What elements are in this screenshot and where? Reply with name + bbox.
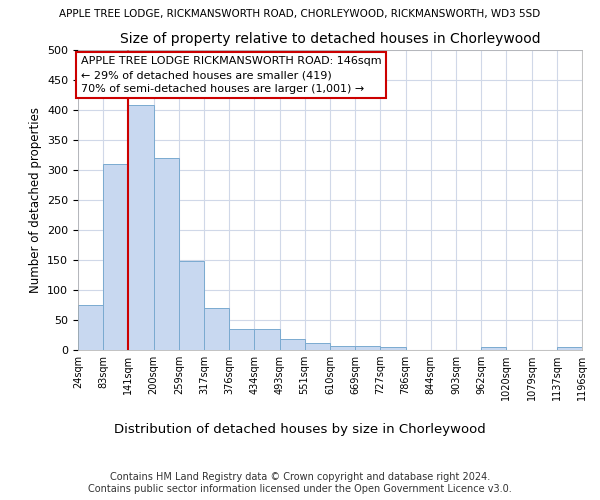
Bar	[179, 261, 204, 350]
Bar	[355, 346, 380, 350]
Text: APPLE TREE LODGE RICKMANSWORTH ROAD: 146sqm
← 29% of detached houses are smaller: APPLE TREE LODGE RICKMANSWORTH ROAD: 146…	[80, 56, 381, 94]
Text: Distribution of detached houses by size in Chorleywood: Distribution of detached houses by size …	[114, 422, 486, 436]
Bar	[103, 164, 128, 350]
Bar	[557, 347, 582, 350]
Bar	[204, 308, 229, 350]
Bar	[380, 347, 406, 350]
Bar	[128, 105, 154, 350]
Bar	[78, 305, 103, 350]
Bar	[229, 329, 254, 350]
Bar	[481, 347, 506, 350]
Bar	[330, 346, 355, 350]
Bar	[254, 329, 280, 350]
Bar	[280, 339, 305, 350]
Text: APPLE TREE LODGE, RICKMANSWORTH ROAD, CHORLEYWOOD, RICKMANSWORTH, WD3 5SD: APPLE TREE LODGE, RICKMANSWORTH ROAD, CH…	[59, 9, 541, 19]
Bar	[305, 343, 330, 350]
Text: Contains HM Land Registry data © Crown copyright and database right 2024.
Contai: Contains HM Land Registry data © Crown c…	[88, 472, 512, 494]
Bar	[154, 158, 179, 350]
Y-axis label: Number of detached properties: Number of detached properties	[29, 107, 41, 293]
Title: Size of property relative to detached houses in Chorleywood: Size of property relative to detached ho…	[119, 32, 541, 46]
